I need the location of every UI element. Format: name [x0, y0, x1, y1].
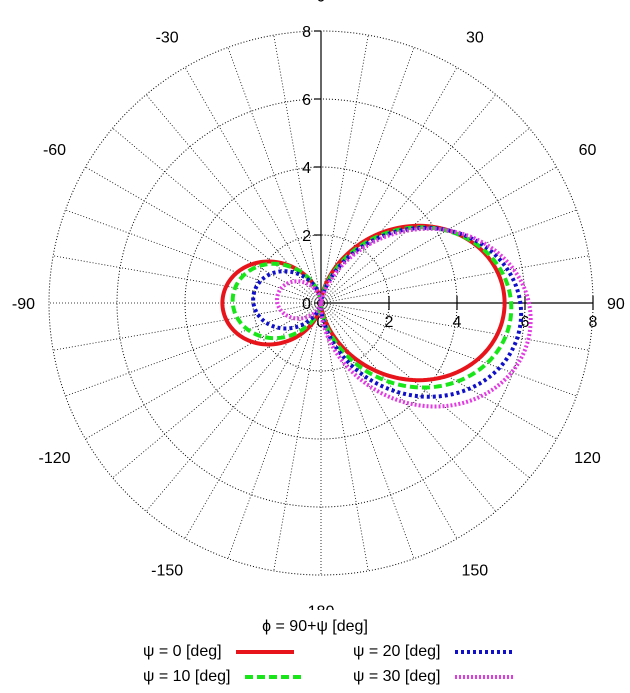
- angle-label: 60: [579, 142, 597, 159]
- grid-spoke: [320, 302, 458, 539]
- grid-spoke: [320, 47, 415, 304]
- horizontal-tick-label: 8: [589, 314, 598, 331]
- angle-label: -30: [156, 30, 179, 47]
- series-line-2: [251, 225, 524, 399]
- grid-spoke: [53, 302, 322, 351]
- polar-grid: [48, 30, 594, 576]
- grid-spoke: [320, 302, 577, 397]
- angle-label: 0: [317, 0, 326, 5]
- angle-labels: 0306090120150180-150-120-90-60-30: [12, 0, 625, 610]
- legend-swatch: [454, 650, 513, 654]
- angle-label: -90: [12, 296, 35, 313]
- grid-spoke: [320, 302, 415, 559]
- vertical-tick-label: 2: [302, 228, 311, 245]
- grid-spoke: [85, 166, 322, 304]
- grid-spoke: [320, 302, 530, 479]
- grid-spoke: [320, 67, 458, 304]
- grid-spoke: [320, 302, 589, 351]
- legend-label: ψ = 0 [deg]: [143, 643, 222, 660]
- x-axis-title: ϕ = 90+ψ [deg]: [262, 618, 368, 635]
- horizontal-tick-label: 6: [521, 314, 530, 331]
- legend-label: ψ = 10 [deg]: [143, 668, 231, 685]
- legend-label: ψ = 20 [deg]: [353, 643, 441, 660]
- horizontal-tick-label: 2: [385, 314, 394, 331]
- angle-label: -120: [39, 450, 71, 467]
- grid-spoke: [227, 302, 322, 559]
- grid-spoke: [320, 302, 497, 512]
- legend-item-psi-20: ψ = 20 [deg]: [353, 643, 515, 663]
- vertical-tick-label: 0: [302, 296, 311, 313]
- grid-spoke: [227, 47, 322, 304]
- grid-spoke: [85, 302, 322, 440]
- grid-spoke: [320, 302, 369, 571]
- legend-swatch: [454, 675, 513, 679]
- grid-spoke: [320, 209, 577, 304]
- grid-spoke: [320, 94, 497, 304]
- grid-spoke: [320, 255, 589, 304]
- legend-swatch: [236, 650, 295, 654]
- grid-spoke: [320, 166, 557, 304]
- grid-spoke: [65, 209, 322, 304]
- angle-label: 30: [466, 30, 484, 47]
- grid-spoke: [320, 127, 530, 304]
- vertical-tick-label: 4: [302, 160, 311, 177]
- grid-spoke: [273, 35, 322, 304]
- grid-spoke: [320, 35, 369, 304]
- grid-spoke: [184, 302, 322, 539]
- grid-spoke: [112, 127, 322, 304]
- angle-label: 90: [607, 296, 625, 313]
- series-group: [220, 223, 533, 409]
- angle-label: 180: [308, 604, 335, 610]
- angle-label: -150: [151, 562, 183, 579]
- grid-spoke: [145, 94, 322, 304]
- vertical-tick-label: 6: [302, 92, 311, 109]
- angle-label: 120: [574, 450, 601, 467]
- grid-spoke: [65, 302, 322, 397]
- vertical-tick-label: 8: [302, 24, 311, 41]
- legend-label: ψ = 30 [deg]: [353, 668, 441, 685]
- legend-swatch: [244, 675, 303, 679]
- horizontal-tick-label: 4: [453, 314, 462, 331]
- series-line-3: [275, 226, 533, 409]
- angle-label: 150: [461, 562, 488, 579]
- legend-item-psi-10: ψ = 10 [deg]: [143, 668, 305, 688]
- grid-spoke: [320, 302, 557, 440]
- legend-item-psi-30: ψ = 30 [deg]: [353, 668, 515, 688]
- angle-label: -60: [43, 142, 66, 159]
- grid-spoke: [184, 67, 322, 304]
- grid-spoke: [273, 302, 322, 571]
- grid-spoke: [112, 302, 322, 479]
- legend-item-psi-0: ψ = 0 [deg]: [143, 643, 296, 663]
